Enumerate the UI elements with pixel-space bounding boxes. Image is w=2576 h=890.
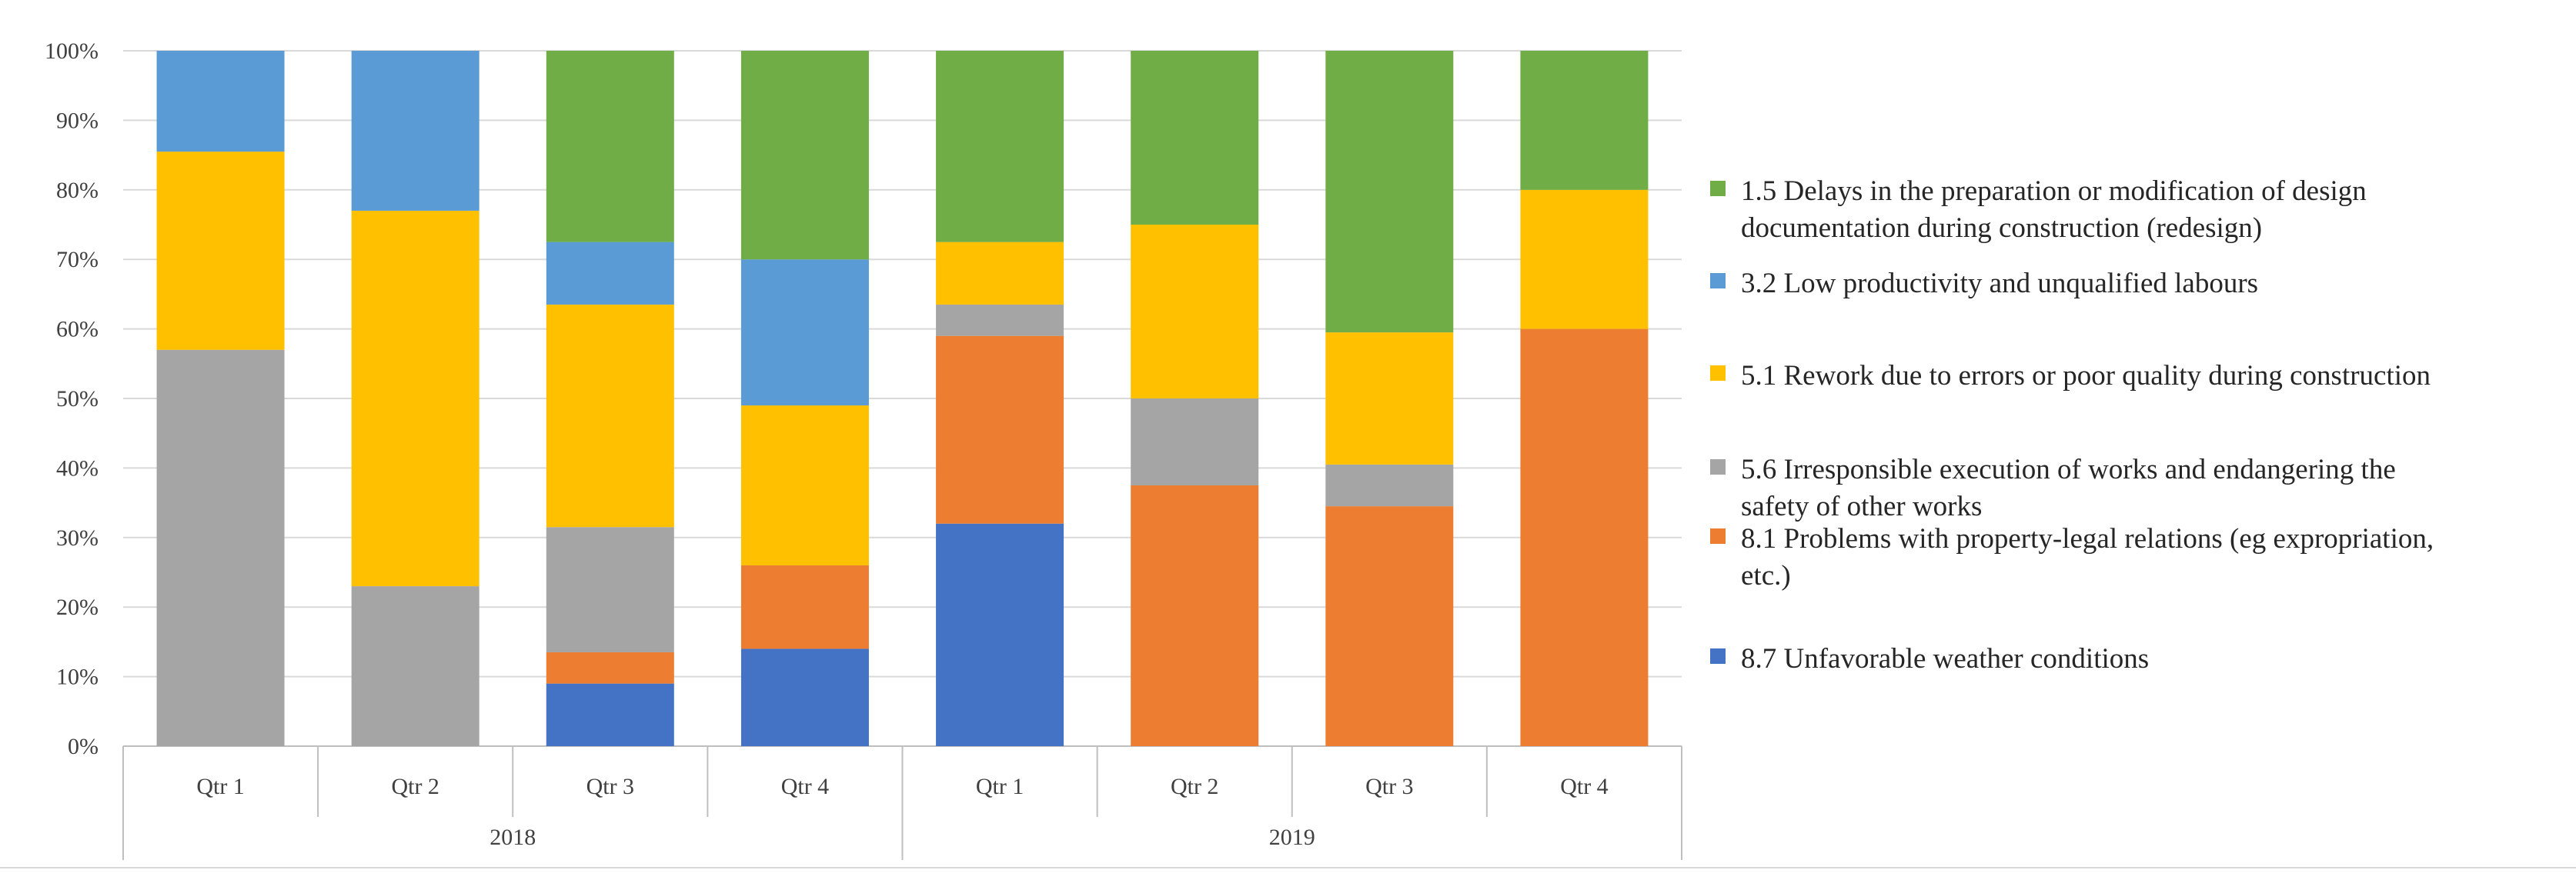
bar-segment: [936, 335, 1064, 524]
x-tick-label: Qtr 2: [391, 774, 439, 799]
x-tick-label: Qtr 4: [781, 774, 830, 799]
bar-segment: [351, 210, 479, 587]
legend-swatch: [1710, 459, 1726, 475]
bars: [156, 51, 1649, 747]
y-tick-label: 10%: [56, 665, 99, 690]
bar-segment: [1325, 51, 1454, 333]
bar-segment: [156, 349, 285, 747]
legend-label: 8.1 Problems with property-legal relatio…: [1741, 523, 2434, 555]
legend-swatch: [1710, 365, 1726, 381]
legend-item: 1.5 Delays in the preparation or modific…: [1710, 175, 2367, 244]
bar-segment: [936, 242, 1064, 305]
legend-label: safety of other works: [1741, 491, 1982, 522]
bar-segment: [546, 304, 674, 528]
bar-segment: [351, 586, 479, 746]
bar-segment: [936, 51, 1064, 242]
bar-stack: [156, 51, 285, 747]
x-tick-label: Qtr 1: [976, 774, 1024, 799]
bar-stack: [351, 51, 479, 746]
legend: 1.5 Delays in the preparation or modific…: [1710, 175, 2434, 675]
bar-segment: [1325, 332, 1454, 465]
bar-stack: [1325, 51, 1454, 746]
legend-label: 3.2 Low productivity and unqualified lab…: [1741, 268, 2258, 299]
y-tick-label: 100%: [45, 38, 99, 64]
x-tick-label: Qtr 1: [196, 774, 245, 799]
bar-segment: [1131, 485, 1259, 746]
y-tick-label: 30%: [56, 525, 99, 551]
legend-swatch: [1710, 648, 1726, 664]
legend-label: documentation during construction (redes…: [1741, 212, 2262, 244]
bar-stack: [936, 51, 1064, 746]
legend-label: etc.): [1741, 560, 1791, 592]
x-tick-label: Qtr 3: [1365, 774, 1414, 799]
y-axis-ticks: 0% 10% 20% 30% 40% 50% 60% 70% 80% 90% 100%: [45, 38, 99, 759]
y-tick-label: 40%: [56, 455, 99, 481]
legend-item: 8.7 Unfavorable weather conditions: [1710, 643, 2149, 675]
y-tick-label: 0%: [68, 734, 99, 759]
bar-stack: [546, 51, 674, 746]
bar-segment: [740, 648, 869, 746]
x-tick-label: Qtr 4: [1560, 774, 1609, 799]
bar-segment: [1325, 506, 1454, 746]
legend-item: 5.1 Rework due to errors or poor quality…: [1710, 360, 2431, 392]
legend-swatch: [1710, 273, 1726, 288]
y-tick-label: 50%: [56, 386, 99, 412]
legend-item: 5.6 Irresponsible execution of works and…: [1710, 454, 2396, 522]
legend-label: 8.7 Unfavorable weather conditions: [1741, 643, 2149, 675]
x-axis: Qtr 1 Qtr 2 Qtr 3 Qtr 4 Qtr 1 Qtr 2 Qtr 3 Qtr 4…: [0, 746, 2576, 868]
bar-segment: [1520, 51, 1649, 190]
bar-segment: [156, 51, 285, 152]
bar-segment: [1520, 189, 1649, 329]
y-tick-label: 90%: [56, 108, 99, 133]
bar-segment: [546, 652, 674, 684]
bar-stack: [740, 51, 869, 746]
bar-stack: [1520, 51, 1649, 747]
bar-segment: [1131, 398, 1259, 485]
bar-segment: [546, 242, 674, 305]
bar-segment: [546, 51, 674, 242]
bar-stack: [1131, 51, 1259, 746]
legend-item: 3.2 Low productivity and unqualified lab…: [1710, 268, 2258, 299]
legend-swatch: [1710, 528, 1726, 544]
bar-segment: [1325, 464, 1454, 507]
bar-segment: [1131, 225, 1259, 398]
x-tick-label: Qtr 3: [586, 774, 635, 799]
y-tick-label: 80%: [56, 178, 99, 203]
bar-segment: [351, 51, 479, 211]
group-label: 2019: [1269, 825, 1315, 850]
bar-segment: [546, 527, 674, 652]
legend-item: 8.1 Problems with property-legal relatio…: [1710, 523, 2434, 592]
legend-label: 1.5 Delays in the preparation or modific…: [1741, 175, 2367, 207]
bar-segment: [740, 51, 869, 260]
bar-segment: [156, 152, 285, 350]
bar-segment: [936, 304, 1064, 336]
bar-segment: [740, 405, 869, 565]
bar-segment: [740, 259, 869, 406]
legend-swatch: [1710, 181, 1726, 196]
bar-segment: [740, 565, 869, 649]
bar-segment: [936, 523, 1064, 746]
y-tick-label: 20%: [56, 595, 99, 620]
bar-segment: [1520, 328, 1649, 747]
y-tick-label: 60%: [56, 317, 99, 342]
legend-label: 5.6 Irresponsible execution of works and…: [1741, 454, 2396, 485]
bar-segment: [546, 683, 674, 746]
x-tick-label: Qtr 2: [1171, 774, 1219, 799]
y-tick-label: 70%: [56, 247, 99, 272]
group-label: 2018: [489, 825, 536, 850]
bar-segment: [1131, 51, 1259, 225]
legend-label: 5.1 Rework due to errors or poor quality…: [1741, 360, 2431, 392]
